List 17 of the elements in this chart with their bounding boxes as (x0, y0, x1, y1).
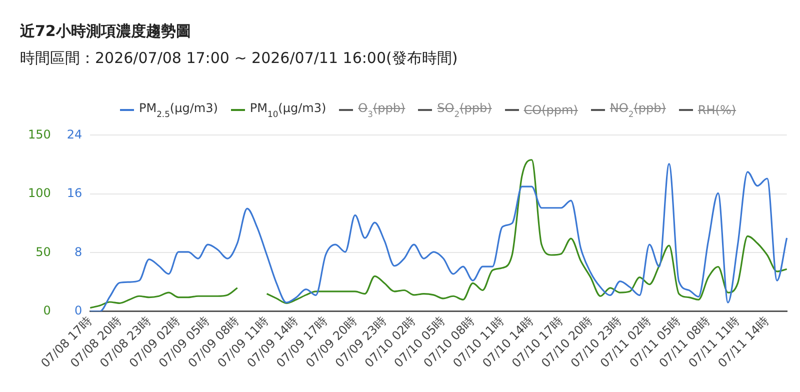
legend-label: PM$_{10}$(μg/m3) (250, 101, 326, 119)
legend-label: NO$_{2}$(ppb) (610, 101, 666, 119)
legend-label: PM$_{2.5}$(μg/m3) (139, 101, 218, 119)
y-tick-label: 150 (28, 127, 51, 142)
legend-label: RH(%) (698, 102, 736, 116)
legend-label: CO(ppm) (524, 102, 578, 116)
legend-label: O$_{3}$(ppb) (358, 101, 406, 119)
y2-tick-label: 16 (66, 186, 82, 200)
y-tick-label: 100 (28, 186, 51, 200)
chart-subtitle: 時間區間：2026/07/08 17:00 ~ 2026/07/11 16:00(發布時間) (20, 49, 458, 68)
y2-tick-label: 0 (74, 304, 82, 318)
y2-tick-label: 8 (74, 244, 82, 259)
chart-title: 近72小時測項濃度趨勢圖 (20, 22, 191, 41)
legend-label: SO$_{2}$(ppb) (437, 101, 492, 119)
y2-tick-label: 24 (66, 127, 82, 142)
y-tick-label: 0 (43, 304, 51, 318)
y-tick-label: 50 (36, 244, 51, 259)
